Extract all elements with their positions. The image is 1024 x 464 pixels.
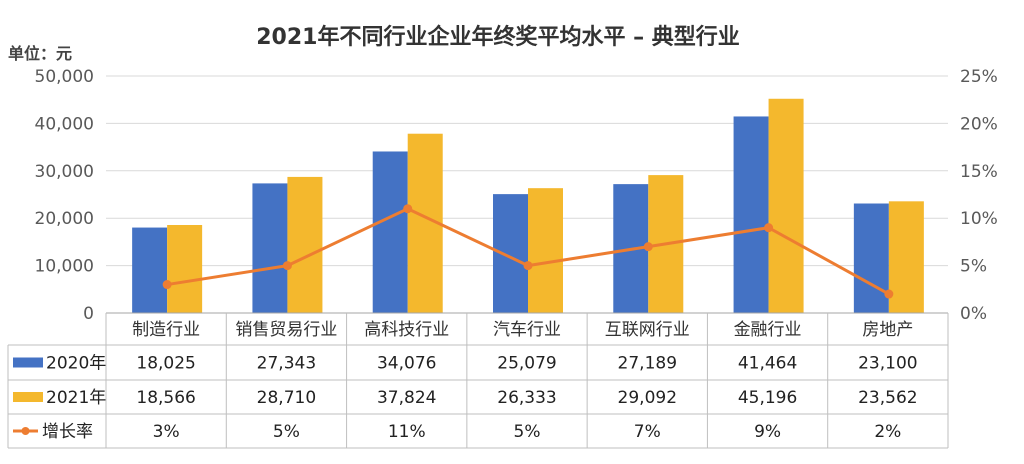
category-label: 制造行业 [132, 320, 200, 340]
legend-label: 增长率 [42, 422, 93, 442]
category-label: 房地产 [862, 320, 913, 340]
bar-2021 [528, 188, 563, 313]
growth-rate-point [403, 204, 413, 214]
table-cell-value: 29,092 [618, 388, 677, 408]
bar-2020 [853, 203, 889, 313]
left-tick-label: 20,000 [35, 209, 94, 229]
bar-2020 [132, 227, 168, 313]
table-cell-value: 11% [388, 422, 426, 442]
table-cell-value: 3% [153, 422, 180, 442]
category-label: 汽车行业 [493, 320, 561, 340]
left-tick-label: 10,000 [35, 257, 94, 277]
table-cell-value: 28,710 [257, 388, 316, 408]
growth-line [162, 204, 894, 299]
right-tick-label: 25% [960, 67, 998, 87]
table-cell-value: 5% [273, 422, 300, 442]
bar-2020 [733, 116, 769, 314]
table-cell-value: 7% [634, 422, 661, 442]
table-cell-value: 26,333 [497, 388, 556, 408]
table-cell-value: 2% [874, 422, 901, 442]
right-tick-label: 15% [960, 162, 998, 182]
growth-rate-point [643, 242, 653, 252]
legend-label: 2020年 [46, 354, 106, 374]
left-tick-label: 0 [83, 304, 94, 324]
category-label: 互联网行业 [605, 320, 690, 340]
bar-2021 [888, 201, 924, 313]
table-cell-value: 18,025 [136, 354, 195, 374]
bar-2020 [493, 194, 528, 313]
legend-label: 2021年 [46, 388, 106, 408]
table-cell-value: 5% [514, 422, 541, 442]
table-cell-value: 37,824 [377, 388, 436, 408]
table-cell-value: 23,100 [858, 354, 917, 374]
growth-rate-point [162, 280, 172, 290]
growth-rate-point [764, 223, 774, 233]
growth-rate-point [884, 289, 894, 299]
legend-key-swatch [13, 392, 43, 402]
category-label: 销售贸易行业 [235, 320, 337, 340]
category-label: 高科技行业 [364, 320, 449, 340]
right-tick-label: 0% [960, 304, 987, 324]
left-tick-label: 30,000 [35, 162, 94, 182]
gridlines [106, 75, 948, 267]
table-cell-value: 45,196 [738, 388, 797, 408]
right-tick-label: 5% [960, 257, 987, 277]
data-table: 制造行业 销售贸易行业 高科技行业 汽车行业 互联网行业 金融行业 房地产 2020年 18,0… [7, 312, 949, 449]
chart-title: 2021年不同行业企业年终奖平均水平 – 典型行业 [256, 24, 740, 50]
bar-2021 [768, 98, 804, 313]
table-cell-value: 23,562 [858, 388, 917, 408]
table-cell-value: 27,189 [618, 354, 677, 374]
legend-key-marker [21, 427, 30, 435]
bar-2021 [287, 176, 323, 313]
bar-2021 [167, 224, 203, 313]
table-cell-value: 25,079 [497, 354, 556, 374]
table-cell-value: 34,076 [377, 354, 436, 374]
bars [132, 98, 924, 314]
growth-rate-point [523, 261, 533, 271]
legend-key-swatch [13, 357, 43, 368]
table-cell-value: 41,464 [738, 354, 797, 374]
table-cell-value: 9% [754, 422, 781, 442]
left-tick-label: 50,000 [35, 67, 94, 87]
category-label: 金融行业 [734, 320, 802, 340]
right-axis-ticks: 0% 5% 10% 15% 20% 25% [960, 67, 998, 324]
right-tick-label: 10% [960, 209, 998, 229]
left-axis-ticks: 0 10,000 20,000 30,000 40,000 50,000 [35, 67, 94, 324]
growth-rate-point [282, 261, 292, 271]
bar-2020 [372, 151, 408, 313]
table-cell-value: 18,566 [136, 388, 195, 408]
y-axis-unit-label: 单位：元 [8, 44, 72, 63]
right-tick-label: 20% [960, 114, 998, 134]
left-tick-label: 40,000 [35, 114, 94, 134]
bar-2020 [252, 183, 288, 313]
table-cell-value: 27,343 [257, 354, 316, 374]
